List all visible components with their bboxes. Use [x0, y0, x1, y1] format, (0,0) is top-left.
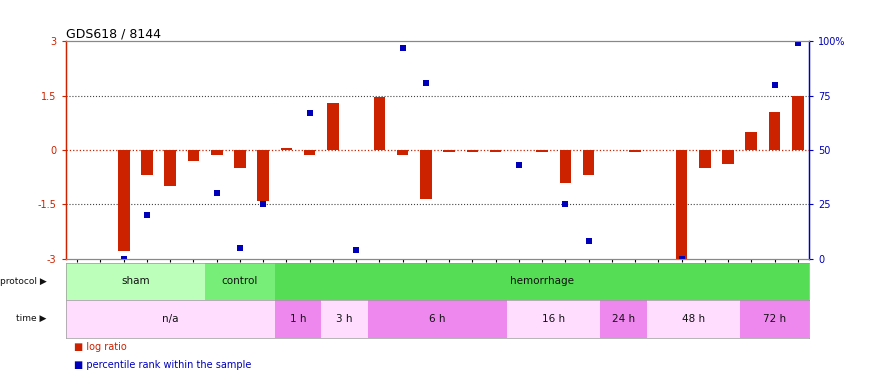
- Bar: [374, 98, 385, 150]
- Text: ■ percentile rank within the sample: ■ percentile rank within the sample: [74, 360, 252, 370]
- Bar: [739, 300, 809, 338]
- Point: [419, 80, 433, 86]
- Bar: [536, 150, 548, 152]
- Bar: [629, 150, 640, 152]
- Bar: [769, 112, 780, 150]
- Bar: [507, 300, 600, 338]
- Point: [256, 201, 270, 207]
- Bar: [304, 150, 316, 155]
- Text: GDS618 / 8144: GDS618 / 8144: [66, 27, 161, 40]
- Bar: [559, 150, 571, 183]
- Point: [303, 110, 317, 116]
- Bar: [420, 150, 431, 199]
- Bar: [234, 150, 246, 168]
- Text: 72 h: 72 h: [763, 314, 786, 324]
- Bar: [141, 150, 153, 176]
- Bar: [257, 150, 269, 201]
- Bar: [444, 150, 455, 152]
- Point: [210, 190, 224, 196]
- Point: [140, 212, 154, 218]
- Bar: [187, 150, 200, 161]
- Bar: [397, 150, 409, 155]
- Bar: [321, 300, 368, 338]
- Point: [558, 201, 572, 207]
- Bar: [66, 300, 275, 338]
- Text: sham: sham: [121, 276, 150, 286]
- Point: [233, 245, 247, 251]
- Bar: [583, 150, 594, 176]
- Bar: [275, 262, 809, 300]
- Text: control: control: [221, 276, 258, 286]
- Text: 3 h: 3 h: [336, 314, 353, 324]
- Point: [349, 247, 363, 253]
- Text: 6 h: 6 h: [430, 314, 445, 324]
- Bar: [327, 103, 339, 150]
- Text: 16 h: 16 h: [542, 314, 565, 324]
- Bar: [118, 150, 130, 252]
- Bar: [66, 262, 205, 300]
- Bar: [466, 150, 478, 152]
- Bar: [722, 150, 734, 165]
- Text: 24 h: 24 h: [612, 314, 635, 324]
- Text: 1 h: 1 h: [290, 314, 306, 324]
- Bar: [368, 300, 508, 338]
- Bar: [164, 150, 176, 186]
- Bar: [275, 300, 321, 338]
- Bar: [792, 96, 803, 150]
- Text: protocol ▶: protocol ▶: [0, 277, 46, 286]
- Bar: [746, 132, 757, 150]
- Point: [675, 256, 689, 262]
- Point: [767, 82, 781, 88]
- Bar: [647, 300, 739, 338]
- Point: [116, 256, 130, 262]
- Bar: [600, 300, 647, 338]
- Text: hemorrhage: hemorrhage: [510, 276, 574, 286]
- Text: n/a: n/a: [162, 314, 178, 324]
- Text: time ▶: time ▶: [17, 314, 46, 323]
- Point: [512, 162, 526, 168]
- Point: [396, 45, 410, 51]
- Text: ■ log ratio: ■ log ratio: [74, 342, 127, 352]
- Bar: [205, 262, 275, 300]
- Bar: [699, 150, 710, 168]
- Bar: [211, 150, 222, 155]
- Text: 48 h: 48 h: [682, 314, 704, 324]
- Point: [582, 238, 596, 244]
- Bar: [676, 150, 688, 259]
- Bar: [281, 148, 292, 150]
- Bar: [490, 150, 501, 152]
- Point: [791, 40, 805, 46]
